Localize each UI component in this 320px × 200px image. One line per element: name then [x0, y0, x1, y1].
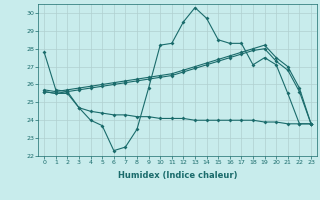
- X-axis label: Humidex (Indice chaleur): Humidex (Indice chaleur): [118, 171, 237, 180]
